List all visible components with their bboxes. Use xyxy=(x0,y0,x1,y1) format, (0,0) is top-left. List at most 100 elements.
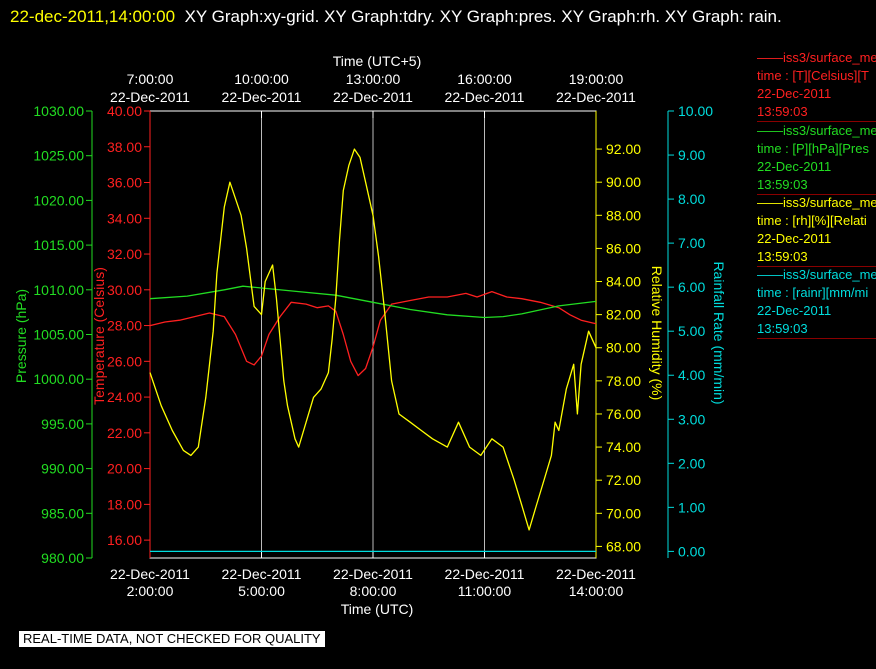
graph-list: XY Graph:xy-grid. XY Graph:tdry. XY Grap… xyxy=(184,7,782,26)
rain-tick-label: 7.00 xyxy=(678,235,705,251)
legend-name: ——iss3/surface_me xyxy=(757,267,876,282)
pres-tick-label: 990.00 xyxy=(41,461,84,477)
tdry-tick-label: 40.00 xyxy=(107,103,142,119)
relative-humidity-line xyxy=(149,148,597,531)
rainfall-axis-title: Rainfall Rate (mm/min) xyxy=(711,261,727,404)
pressure-axis-title: Pressure (hPa) xyxy=(13,289,29,383)
grid-lines xyxy=(261,111,485,558)
bottom-tick-time: 14:00:00 xyxy=(569,583,624,599)
rh-tick-label: 72.00 xyxy=(606,472,641,488)
rain-tick-label: 10.00 xyxy=(678,103,713,119)
rh-tick-label: 80.00 xyxy=(606,340,641,356)
tdry-tick-label: 38.00 xyxy=(107,139,142,155)
top-tick-time: 19:00:00 xyxy=(569,71,624,87)
top-tick-time: 7:00:00 xyxy=(127,71,174,87)
bottom-tick-date: 22-Dec-2011 xyxy=(222,566,302,582)
tdry-tick-label: 16.00 xyxy=(107,532,142,548)
bottom-axis-label: Time (UTC) xyxy=(341,601,414,617)
pres-tick-label: 1005.00 xyxy=(33,327,84,343)
page-title: 22-dec-2011,14:00:00 XY Graph:xy-grid. X… xyxy=(10,2,860,31)
tdry-tick-label: 34.00 xyxy=(107,210,142,226)
rh-tick-label: 70.00 xyxy=(606,505,641,521)
rain-tick-label: 0.00 xyxy=(678,543,705,559)
pres-tick-label: 995.00 xyxy=(41,416,84,432)
tdry-tick-label: 30.00 xyxy=(107,282,142,298)
top-tick-date: 22-Dec-2011 xyxy=(556,89,636,105)
top-tick-date: 22-Dec-2011 xyxy=(445,89,525,105)
quality-disclaimer: REAL-TIME DATA, NOT CHECKED FOR QUALITY xyxy=(19,631,325,647)
legend-date: 22-Dec-2011 xyxy=(757,159,832,174)
legend-name: ——iss3/surface_me xyxy=(757,50,876,65)
bottom-tick-date: 22-Dec-2011 xyxy=(556,566,636,582)
pres-tick-label: 1010.00 xyxy=(33,282,84,298)
legend-date: 22-Dec-2011 xyxy=(757,303,832,318)
rh-tick-label: 86.00 xyxy=(606,240,641,256)
legend-temperature: ——iss3/surface_me time : [T][Celsius][T … xyxy=(757,49,876,122)
bottom-tick-date: 22-Dec-2011 xyxy=(333,566,413,582)
rain-tick-label: 2.00 xyxy=(678,455,705,471)
bottom-tick-time: 2:00:00 xyxy=(127,583,174,599)
pres-tick-label: 985.00 xyxy=(41,505,84,521)
axes: 22-Dec-20112:00:007:00:0022-Dec-201122-D… xyxy=(33,71,713,599)
tdry-tick-label: 36.00 xyxy=(107,175,142,191)
pres-tick-label: 1020.00 xyxy=(33,192,84,208)
pressure-line xyxy=(149,285,597,319)
legend-rainfall: ——iss3/surface_me time : [rainr][mm/mi 2… xyxy=(757,266,876,339)
legend-time: 13:59:03 xyxy=(757,321,808,336)
rh-tick-label: 78.00 xyxy=(606,373,641,389)
pres-tick-label: 1015.00 xyxy=(33,237,84,253)
timestamp: 22-dec-2011,14:00:00 xyxy=(10,7,176,26)
legend-var: time : [P][hPa][Pres xyxy=(757,141,869,156)
tdry-tick-label: 18.00 xyxy=(107,496,142,512)
legend-date: 22-Dec-2011 xyxy=(757,86,832,101)
pres-tick-label: 1030.00 xyxy=(33,103,84,119)
top-tick-date: 22-Dec-2011 xyxy=(333,89,413,105)
series-lines xyxy=(149,148,597,553)
legend-var: time : [rainr][mm/mi xyxy=(757,285,869,300)
top-tick-time: 13:00:00 xyxy=(346,71,401,87)
tdry-tick-label: 26.00 xyxy=(107,353,142,369)
humidity-axis-title: Relative Humidity (%) xyxy=(649,266,665,401)
rain-tick-label: 1.00 xyxy=(678,499,705,515)
tdry-tick-label: 32.00 xyxy=(107,246,142,262)
legend-time: 13:59:03 xyxy=(757,177,808,192)
top-tick-date: 22-Dec-2011 xyxy=(110,89,190,105)
top-tick-time: 10:00:00 xyxy=(234,71,289,87)
temperature-line xyxy=(149,290,597,377)
legend-var: time : [T][Celsius][T xyxy=(757,68,869,83)
tdry-tick-label: 24.00 xyxy=(107,389,142,405)
tdry-tick-label: 20.00 xyxy=(107,461,142,477)
legend-date: 22-Dec-2011 xyxy=(757,231,832,246)
tdry-tick-label: 28.00 xyxy=(107,318,142,334)
legend-time: 13:59:03 xyxy=(757,104,808,119)
rain-tick-label: 3.00 xyxy=(678,411,705,427)
top-tick-date: 22-Dec-2011 xyxy=(222,89,302,105)
rh-tick-label: 88.00 xyxy=(606,207,641,223)
legend-name: ——iss3/surface_me xyxy=(757,123,876,138)
rh-tick-label: 84.00 xyxy=(606,274,641,290)
rain-tick-label: 8.00 xyxy=(678,191,705,207)
bottom-tick-time: 5:00:00 xyxy=(238,583,285,599)
pres-tick-label: 980.00 xyxy=(41,550,84,566)
legend-humidity: ——iss3/surface_me time : [rh][%][Relati … xyxy=(757,194,876,267)
bottom-tick-date: 22-Dec-2011 xyxy=(445,566,525,582)
bottom-tick-time: 8:00:00 xyxy=(350,583,397,599)
legend-var: time : [rh][%][Relati xyxy=(757,213,867,228)
top-axis-label: Time (UTC+5) xyxy=(333,53,422,69)
rh-tick-label: 74.00 xyxy=(606,439,641,455)
rain-tick-label: 5.00 xyxy=(678,323,705,339)
legend-time: 13:59:03 xyxy=(757,249,808,264)
rh-tick-label: 82.00 xyxy=(606,307,641,323)
rain-tick-label: 6.00 xyxy=(678,279,705,295)
rh-tick-label: 76.00 xyxy=(606,406,641,422)
tdry-tick-label: 22.00 xyxy=(107,425,142,441)
pres-tick-label: 1025.00 xyxy=(33,148,84,164)
rh-tick-label: 68.00 xyxy=(606,538,641,554)
rh-tick-label: 90.00 xyxy=(606,174,641,190)
top-tick-time: 16:00:00 xyxy=(457,71,512,87)
legend-name: ——iss3/surface_me xyxy=(757,195,876,210)
bottom-tick-date: 22-Dec-2011 xyxy=(110,566,190,582)
bottom-tick-time: 11:00:00 xyxy=(458,583,512,599)
temperature-axis-title: Temperature (Celsius) xyxy=(91,267,107,405)
